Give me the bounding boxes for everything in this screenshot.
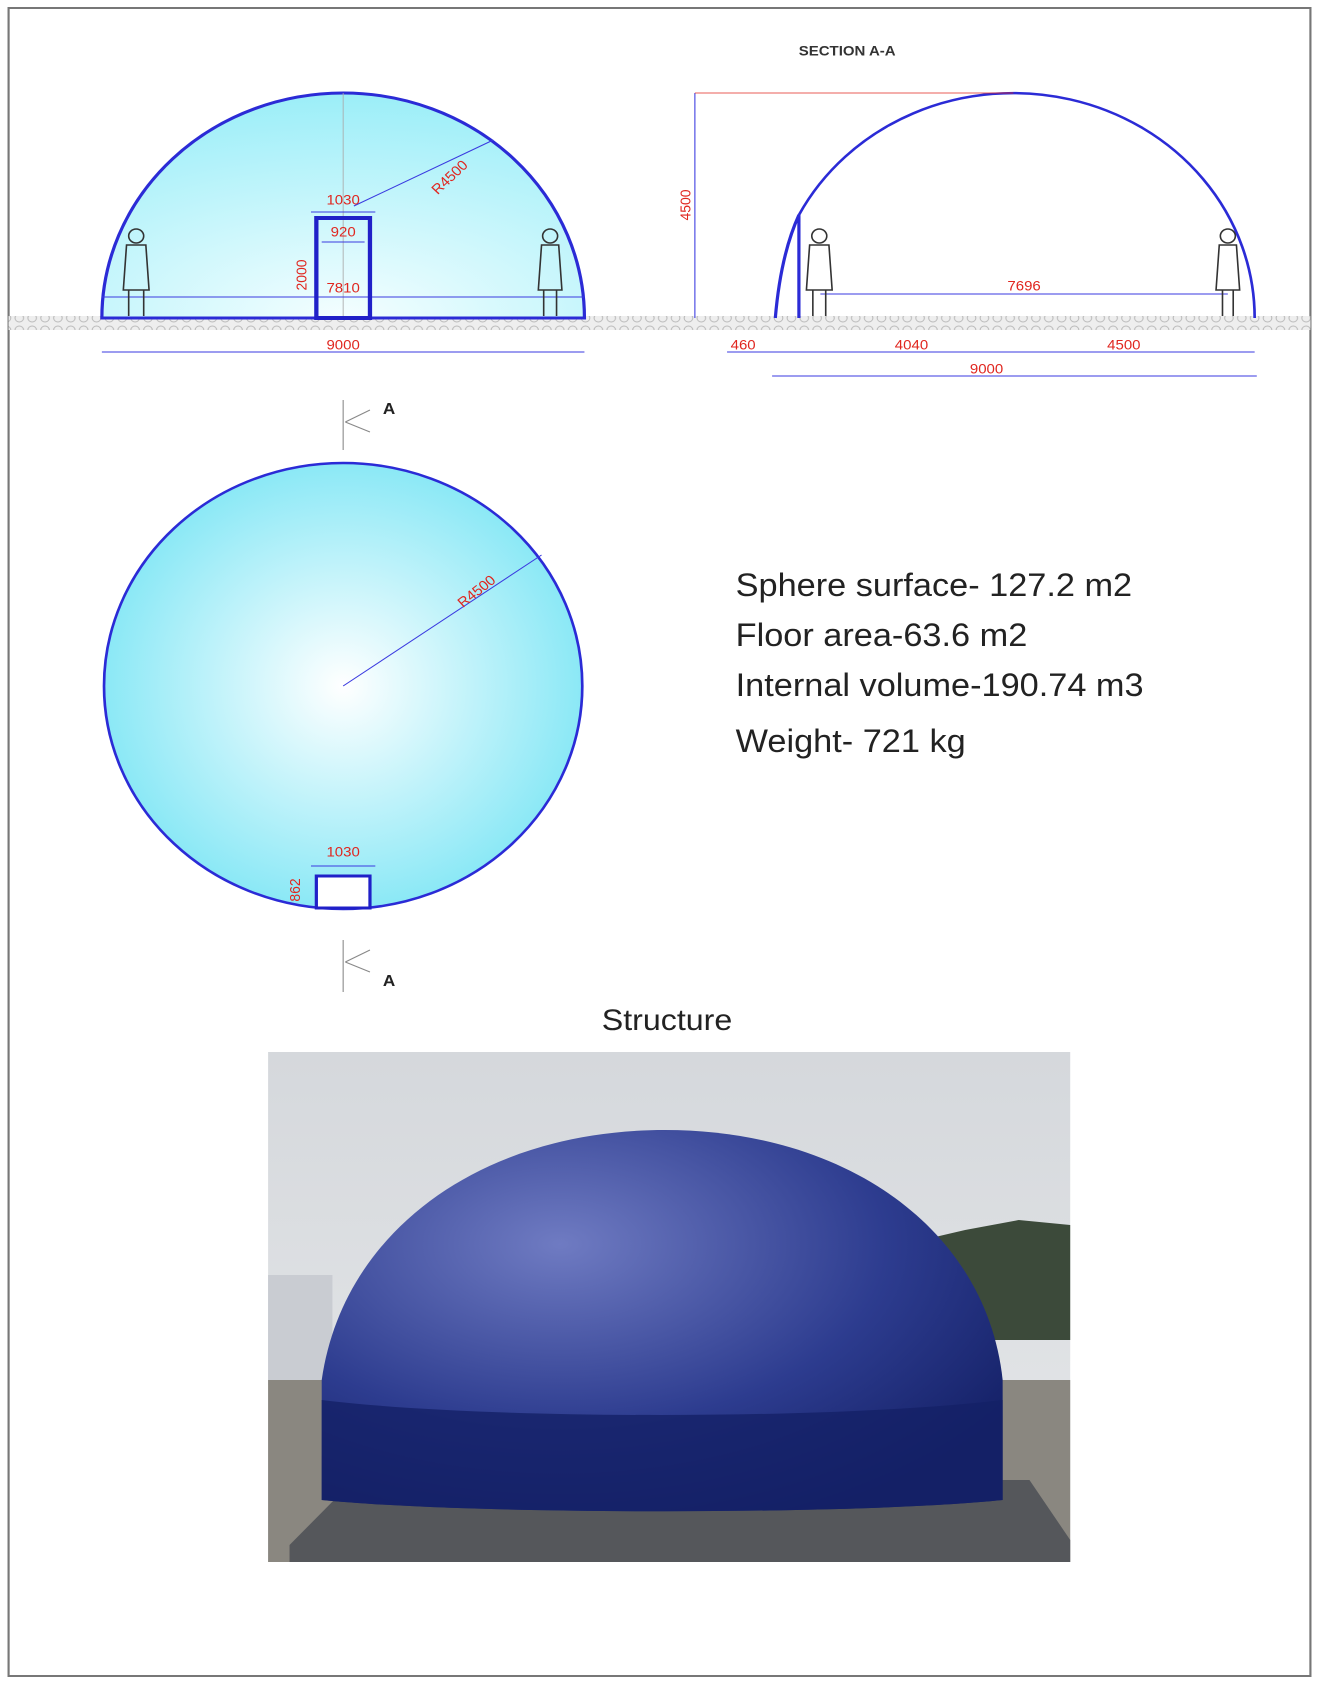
radius-line — [353, 139, 494, 207]
dim-label: 460 — [731, 338, 756, 353]
section-title: SECTION A-A — [799, 44, 896, 59]
photo-building — [268, 1275, 333, 1385]
radius-line — [342, 554, 542, 687]
photo — [268, 1052, 1071, 1562]
dim-label: 1030 — [326, 193, 359, 208]
dome-section — [797, 91, 1256, 319]
dim-label: 920 — [331, 225, 356, 240]
door — [314, 874, 372, 910]
spec-line: Internal volume-190.74 m3 — [736, 668, 1144, 704]
dim-label: 9000 — [970, 362, 1003, 377]
photo-dome-base — [321, 1400, 1003, 1512]
dim-label: 1030 — [326, 845, 359, 860]
cut-marker — [342, 940, 371, 992]
dim-label: 4500 — [1107, 338, 1140, 353]
entry-section — [773, 214, 801, 319]
specs: Sphere surface- 127.2 m2 Floor area-63.6… — [736, 568, 1144, 760]
door — [314, 216, 373, 320]
dim-label: 862 — [288, 878, 305, 901]
front-elevation: 1030 920 2000 7810 R4500 9000 — [100, 91, 587, 354]
cut-marker — [342, 400, 371, 450]
dim-label: 4500 — [678, 189, 695, 220]
dim-label: 4040 — [895, 338, 928, 353]
people — [122, 228, 563, 316]
dim-label: 9000 — [326, 338, 359, 353]
dim-label: 2000 — [294, 259, 311, 290]
dim-label: 7810 — [326, 281, 359, 296]
people — [805, 228, 1241, 316]
plan-view: R4500 1030 862 A A — [102, 400, 584, 992]
spec-line: Sphere surface- 127.2 m2 — [736, 568, 1133, 604]
dim-label: 7696 — [1007, 279, 1040, 294]
cut-label: A — [383, 972, 395, 990]
section-view: SECTION A-A 4500 7696 460 4040 4500 9000 — [678, 44, 1257, 378]
photo-caption: Structure — [602, 1003, 732, 1037]
cut-label: A — [383, 400, 395, 418]
plan-circle — [102, 461, 584, 911]
spec-line: Floor area-63.6 m2 — [736, 618, 1028, 654]
spec-line: Weight- 721 kg — [736, 724, 966, 760]
